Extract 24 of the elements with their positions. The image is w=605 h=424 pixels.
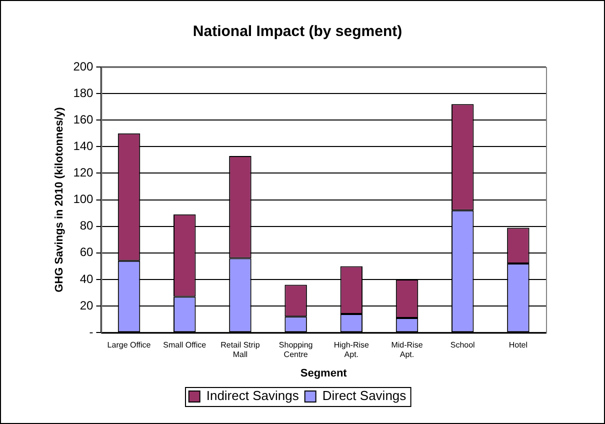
- y-tick-label: 200: [73, 59, 94, 74]
- y-tick-label: 140: [73, 138, 94, 153]
- y-tick-label: 160: [73, 112, 94, 126]
- y-tick-label: 80: [80, 218, 94, 233]
- x-tick-label: Small Office: [163, 340, 207, 350]
- x-tick-label: Hotel: [508, 340, 528, 350]
- x-tick-label: High-Rise Apt.: [334, 340, 370, 360]
- x-tick-label: Retail Strip Mall: [220, 340, 260, 360]
- y-tick-label: 120: [73, 166, 94, 180]
- x-tick-label: Large Office: [107, 340, 152, 350]
- y-tick-label: 100: [73, 192, 94, 206]
- x-axis-title: Segment: [300, 367, 348, 380]
- x-tick-label: School: [450, 340, 476, 350]
- y-tick-label: -: [89, 324, 94, 339]
- y-tick-label: 60: [80, 245, 94, 260]
- y-tick-label: 40: [80, 272, 94, 286]
- y-axis-title: GHG Savings in 2010 (kilotonnes/y): [54, 106, 66, 292]
- chart-title: National Impact (by segment): [192, 23, 402, 40]
- legend-label: Direct Savings: [322, 388, 407, 404]
- y-tick-label: 20: [80, 298, 94, 312]
- y-tick-label: 180: [73, 86, 94, 100]
- x-tick-label: Mid-Rise Apt.: [391, 340, 424, 360]
- x-tick-label: Shopping Centre: [278, 340, 313, 360]
- legend-label: Indirect Savings: [206, 388, 300, 404]
